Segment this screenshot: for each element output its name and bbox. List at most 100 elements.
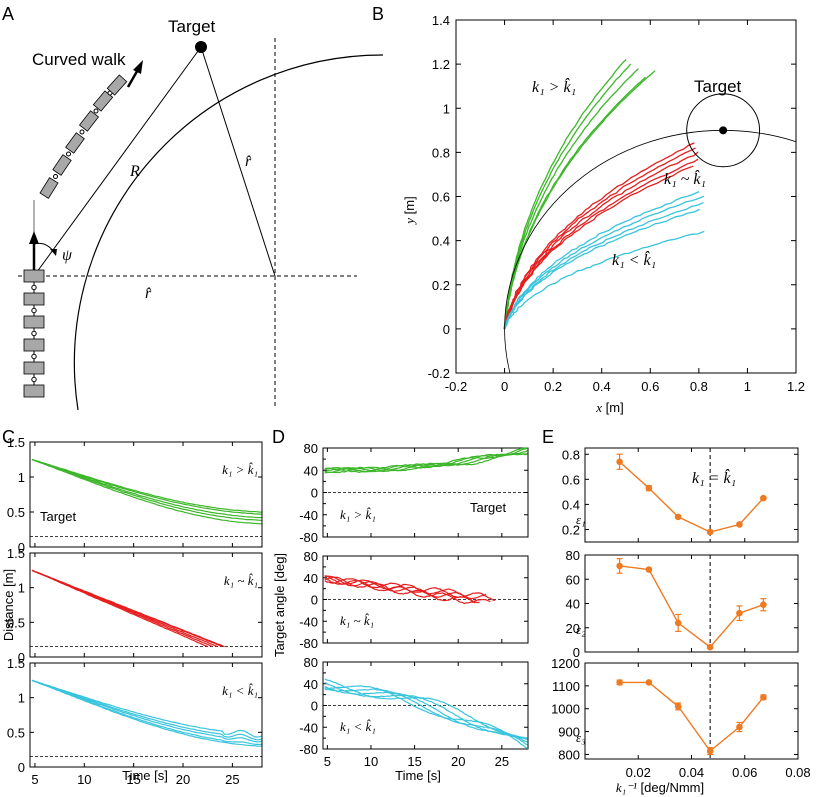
robot-segment (23, 269, 45, 283)
panel-e-point (760, 601, 767, 609)
panel-d-series-label: k₁ ~ k̂₁ (340, 613, 374, 628)
robot-segment (65, 132, 85, 154)
panel-b-xlabel-unit: [m] (606, 400, 624, 415)
panelC-xtick-label: 15 (126, 772, 140, 787)
panel-c-curve-red (31, 569, 225, 648)
panel-e-point (674, 619, 682, 627)
panelD-xtick-label: 10 (364, 754, 378, 769)
panelC-ytick-label: 1 (18, 691, 25, 706)
panel-e-point (706, 643, 714, 651)
panelD-ytick-label: 0 (311, 486, 318, 501)
panel-b-ytick-label: 0.6 (432, 190, 450, 205)
panelD-xtick-label: 15 (407, 754, 421, 769)
panelC-xtick-label: 20 (176, 772, 190, 787)
panel-letter-d: D (272, 427, 285, 447)
panel-e-point (616, 458, 623, 466)
panel-b-xtick-label: 0.2 (544, 379, 562, 394)
panel-c-xlabel: Time [s] (122, 768, 168, 783)
target-dot (195, 41, 207, 53)
panel-e-xtick-label: 0.06 (732, 765, 757, 780)
panelD-ytick-label: 40 (304, 571, 318, 586)
panel-b-ytick-label: 0 (443, 322, 450, 337)
panel-e-frame (584, 662, 799, 760)
panel-e-ytick-label: 800 (558, 747, 580, 762)
panelC-ytick-label: 1.5 (7, 435, 25, 450)
panel-b-xtick-label: 0.8 (690, 379, 708, 394)
panelD-ytick-label: 80 (304, 441, 318, 456)
panel-d-series-label: k₁ > k̂₁ (340, 507, 376, 522)
panelC-ytick-label: 0 (18, 650, 25, 665)
panel-b-ticks: -0.2 0 0.2 0.4 0.6 0.8 1 1.2 -0.2 0 0.2 0.4 0.6 0.8 1 1… (428, 13, 805, 394)
panelD-ytick-label: 40 (304, 677, 318, 692)
panel-e-xlabel-unit: [deg/Nmm] (641, 780, 705, 795)
panel-a-schematic: Target Curved walk R r̂ r̂ ψ (18, 17, 384, 411)
panel-letter-a: A (2, 4, 14, 24)
robot-straight (23, 269, 45, 398)
panel-c-curve-green (31, 459, 262, 519)
panel-e-xlabel: k₁⁻¹ [deg/Nmm] (616, 780, 704, 795)
panel-b-trajectory-green (503, 68, 639, 330)
walk-direction-arrowhead (133, 60, 143, 74)
panel-c-curve-green (31, 458, 262, 522)
panelD-ytick-label: 0 (311, 699, 318, 714)
panelC-ytick-label: 1.5 (7, 656, 25, 671)
panel-b-xtick-label: 1 (744, 379, 751, 394)
panel-e-point (645, 566, 653, 573)
label-R: R (129, 163, 140, 180)
panel-e-ytick-label: 40 (566, 597, 580, 612)
panelD-ytick-label: 0 (311, 593, 318, 608)
panel-e-eps2: ε₂ (576, 622, 586, 637)
panel-d-curve-green (324, 447, 528, 473)
psi-angle-arc (33, 242, 55, 253)
panel-d-curve-red (324, 575, 480, 604)
panel-b-trajectory-cyan (503, 208, 700, 330)
panel-b-trajectory-red (503, 151, 699, 330)
panel-b-trajectory-green (503, 63, 632, 329)
label-rhat-horizontal: r̂ (145, 285, 152, 302)
panel-e-ytick-label: 60 (566, 572, 580, 587)
panel-b-xtick-label: 0.6 (641, 379, 659, 394)
panel-d-curve-cyan (324, 686, 528, 743)
robot-segment (23, 384, 45, 398)
robot-joint-dot (66, 151, 71, 157)
psi-arrowhead (50, 249, 57, 256)
panel-d-curve-cyan (324, 688, 528, 746)
panel-d-curve-red (324, 578, 496, 601)
panel-d-target-angle: -80 -40 0 40 80 k₁ > k̂₁ -80 -40 0 40 80 k₁ ~ k̂₁ 5 1… (299, 441, 529, 769)
panel-e-point (645, 679, 653, 686)
target-label: Target (168, 17, 216, 36)
panelD-ytick-label: 80 (304, 655, 318, 670)
robot-joint-dot (53, 174, 58, 179)
robot-segment (106, 74, 128, 96)
panel-b-label-green: k₁ > k̂₁ (532, 77, 576, 96)
panel-e-eps1: ε₁ (576, 512, 586, 527)
panel-d-curve-cyan (324, 685, 528, 750)
panel-e-ytick-label: 0 (573, 645, 580, 660)
panelD-xtick-label: 25 (495, 754, 509, 769)
panel-e-point (616, 562, 623, 570)
panel-b-trajectory-lines (503, 58, 705, 330)
panel-b-ytick-label: -0.2 (428, 366, 450, 381)
robot-segment (23, 315, 45, 329)
panel-e-point (736, 609, 743, 617)
panelD-ytick-label: 80 (304, 549, 318, 564)
panelC-ytick-label: 0.5 (7, 505, 25, 520)
panel-e-xtick-label: 0.08 (785, 765, 810, 780)
panel-c-curve-cyan (31, 679, 262, 741)
panel-b-ytick-label: 0.4 (432, 234, 450, 249)
panel-e-eps3: ε₃ (576, 730, 586, 745)
panelD-xtick-label: 20 (451, 754, 465, 769)
panel-e-point (674, 513, 682, 521)
panel-e-point (645, 484, 653, 492)
panelC-xtick-label: 5 (31, 772, 38, 787)
panelC-frame (29, 662, 263, 768)
robot-joint-dot (93, 108, 99, 114)
panel-c-curve-green (31, 459, 262, 513)
panel-b-xtick-label: -0.2 (445, 379, 467, 394)
panel-letter-e: E (542, 427, 554, 447)
panel-letter-b: B (372, 4, 384, 24)
robot-segment (23, 338, 45, 352)
panelD-ytick-label: -40 (299, 508, 318, 523)
label-rhat: r̂ (245, 153, 252, 170)
panel-b-ytick-label: 1.2 (432, 57, 450, 72)
